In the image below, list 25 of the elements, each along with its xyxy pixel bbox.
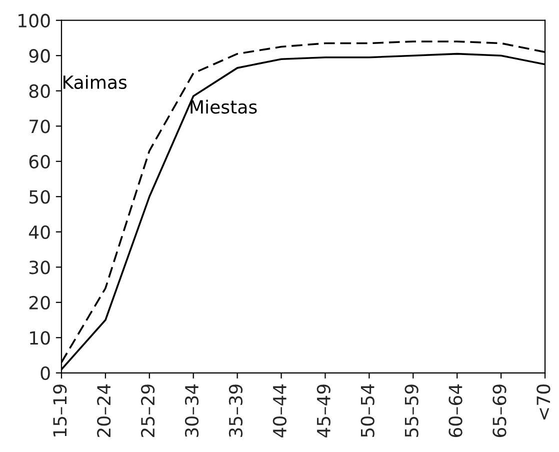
x-tick-label: <70	[536, 384, 550, 420]
x-tick-label: 50–54	[360, 384, 374, 437]
y-tick-label: 30	[29, 260, 50, 274]
y-tick-label: 90	[29, 49, 50, 63]
x-tick-label: 45–49	[316, 384, 330, 438]
y-tick-label: 20	[29, 296, 50, 310]
text: Kaimas	[64, 75, 127, 90]
y-tick-label: 100	[18, 14, 50, 28]
x-tick-label: 40–44	[272, 384, 287, 438]
y-tick-label: 80	[29, 84, 50, 98]
y-tick-label: 10	[30, 331, 50, 345]
y-tick-label: 70	[30, 120, 50, 134]
x-tick-label: 15–19	[53, 384, 67, 436]
x-tick-label: 25–29	[140, 384, 155, 437]
series-label: Miestas	[190, 100, 257, 114]
y-tick-label: 50	[29, 190, 50, 204]
x-tick-label: 60–64	[448, 384, 462, 438]
y-tick-label: 0	[40, 366, 50, 380]
y-tick-label: 40	[28, 225, 50, 239]
x-tick-label: 30–34	[184, 384, 199, 437]
x-tick-label: 35–39	[228, 384, 243, 437]
y-tick-label: 60	[29, 154, 50, 168]
x-tick-label: 20–24	[97, 384, 111, 437]
x-tick-label: 55–59	[404, 384, 418, 437]
x-tick-label: 65–69	[492, 384, 506, 438]
